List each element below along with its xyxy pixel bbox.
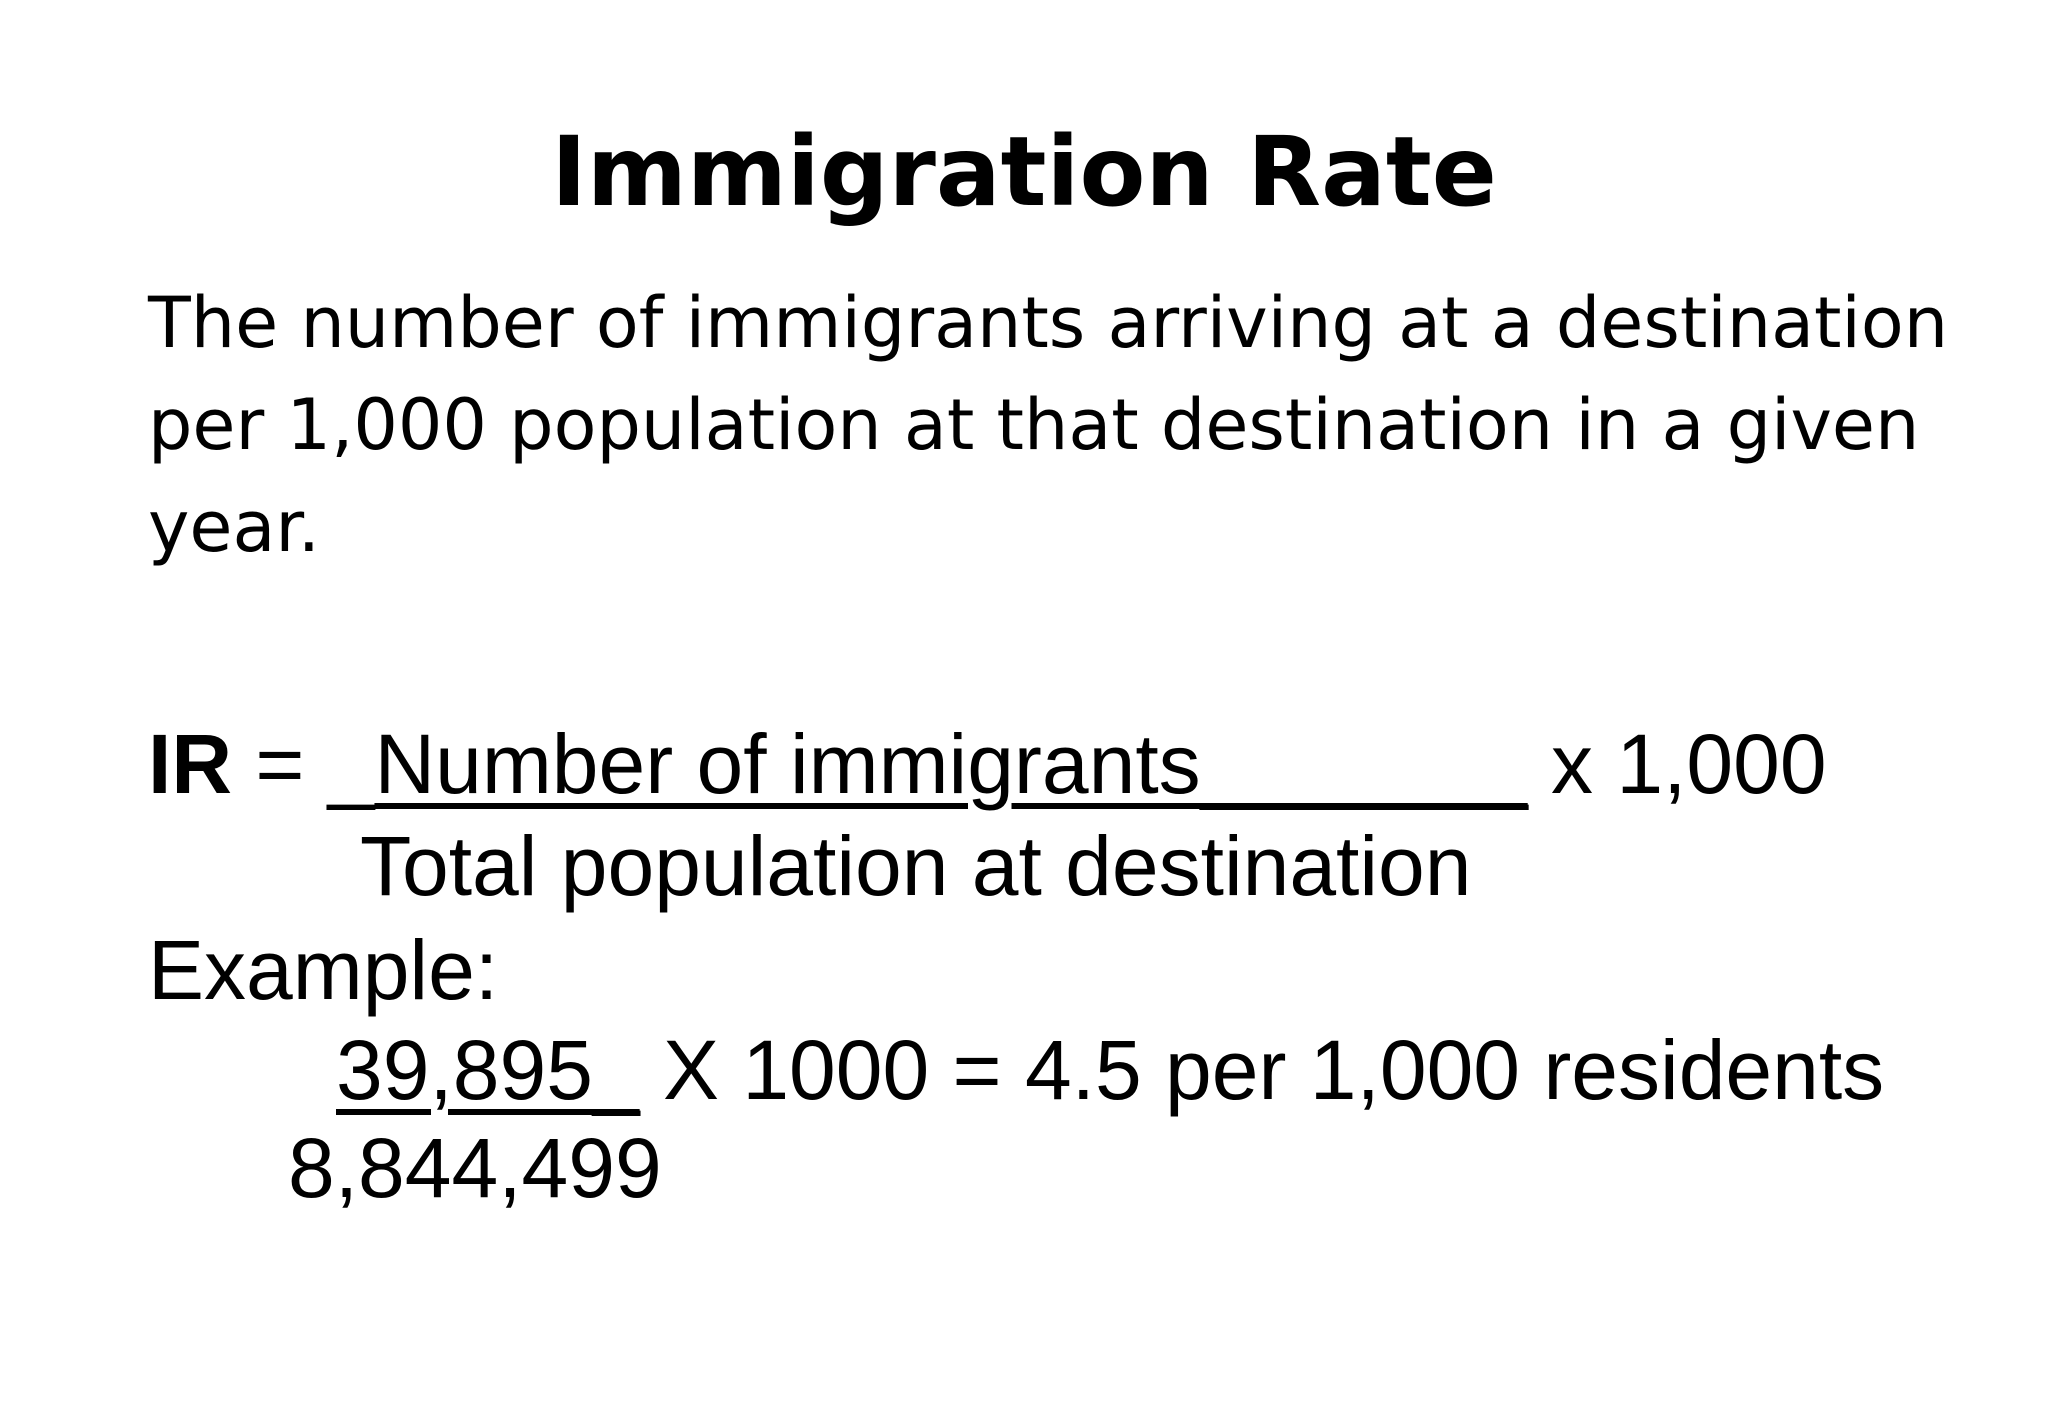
example-equation: 39,895_ X 1000 = 4.5 per 1,000 residents [336,1022,1884,1118]
slide-title: Immigration Rate [551,116,1497,228]
example-result: X 1000 = 4.5 per 1,000 residents [639,1023,1885,1117]
definition-line-3: year. [148,486,320,568]
formula-line: IR = _Number of immigrants_______ x 1,00… [148,716,1827,812]
formula-label: IR [148,717,232,811]
example-denominator: 8,844,499 [288,1121,662,1215]
formula-lead-blank: _ [327,717,375,811]
formula-multiplier: x 1,000 [1527,717,1827,811]
example-label: Example: [148,923,499,1017]
formula-denominator: Total population at destination [360,819,1472,913]
definition-line-1: The number of immigrants arriving at a d… [148,282,1949,364]
formula-numerator: Number of immigrants_______ [374,717,1528,811]
example-numerator: 39,895_ [336,1023,640,1117]
formula-equals: = [232,717,328,811]
definition-line-2: per 1,000 population at that destination… [148,384,1920,466]
definition-text: The number of immigrants arriving at a d… [148,272,1949,578]
